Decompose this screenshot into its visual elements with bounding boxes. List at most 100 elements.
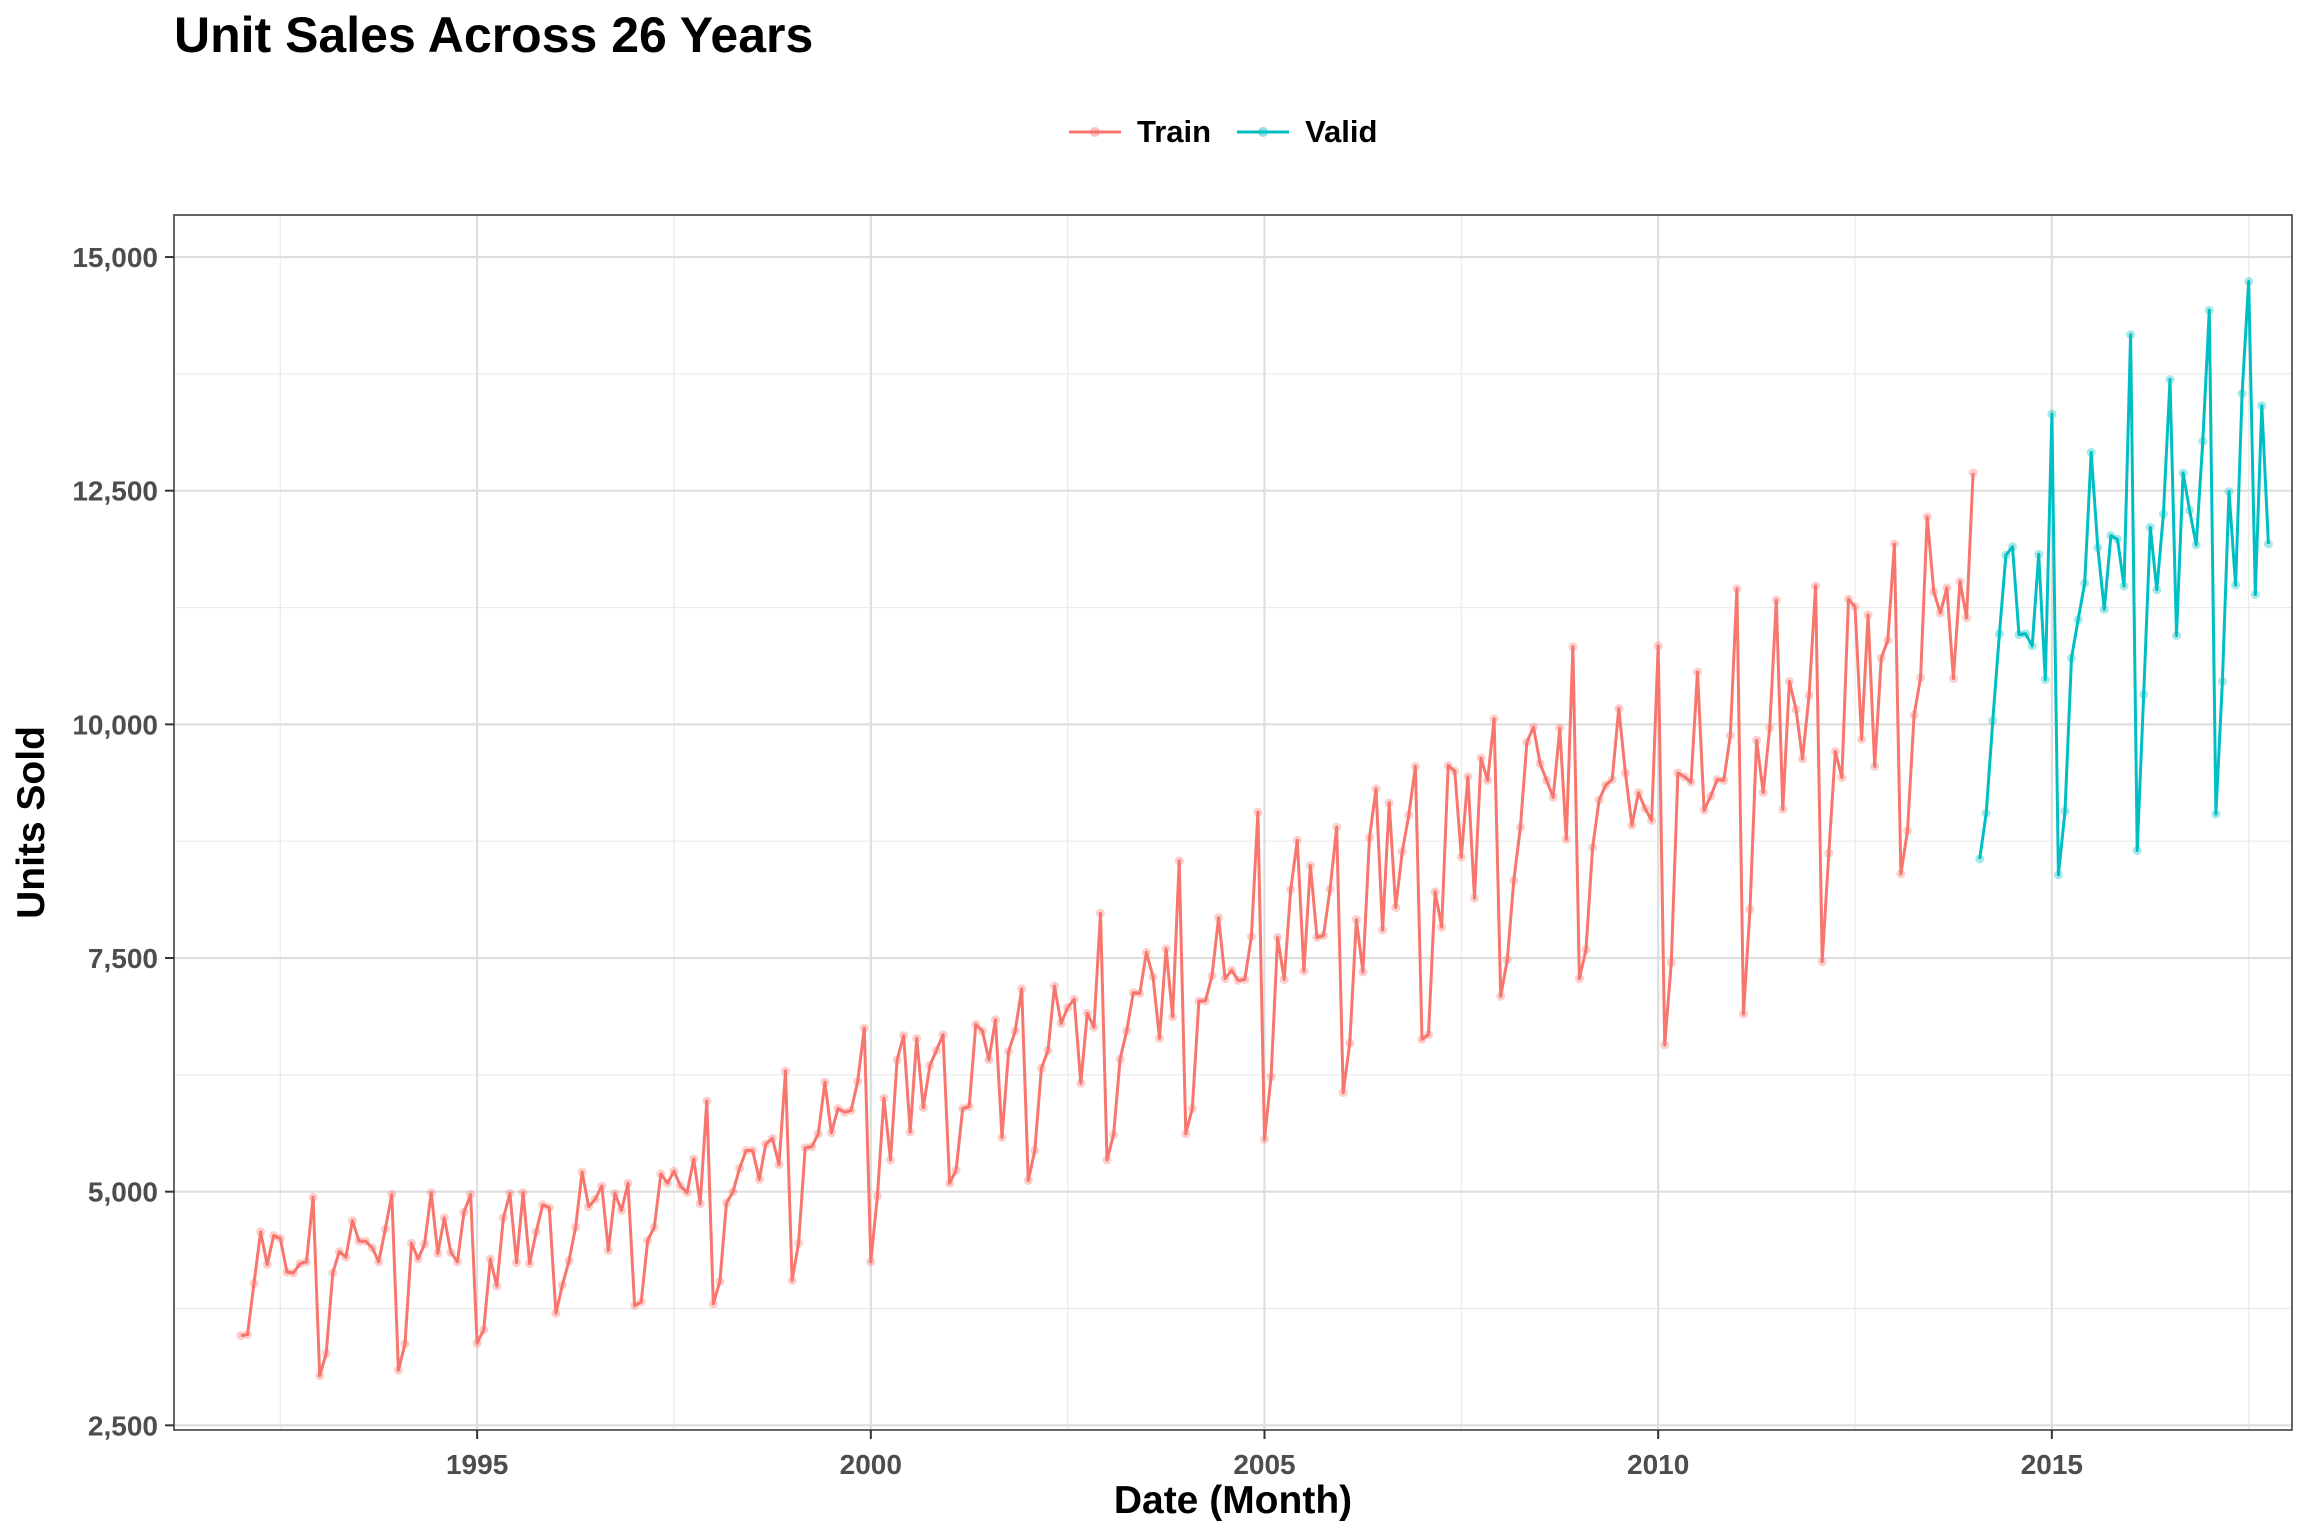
data-point-train — [1253, 807, 1263, 817]
data-point-train — [1200, 996, 1210, 1006]
data-point-train — [807, 1142, 817, 1152]
data-point-train — [1109, 1130, 1119, 1140]
data-point-train — [892, 1055, 902, 1065]
data-point-train — [538, 1200, 548, 1210]
data-point-train — [1699, 805, 1709, 815]
data-point-train — [1417, 1034, 1427, 1044]
data-point-train — [859, 1023, 869, 1033]
data-point-valid — [2053, 870, 2063, 880]
data-point-valid — [2139, 690, 2149, 699]
data-point-train — [1850, 602, 1860, 612]
data-point-train — [853, 1076, 863, 1086]
data-point-train — [407, 1238, 416, 1248]
data-point-valid — [1975, 854, 1985, 864]
data-point-train — [1870, 761, 1880, 771]
data-point-train — [1148, 972, 1158, 982]
data-point-train — [236, 1331, 246, 1341]
data-point-train — [1837, 773, 1847, 783]
data-point-train — [826, 1128, 836, 1138]
data-point-valid — [2158, 509, 2168, 519]
data-point-valid — [2172, 631, 2181, 641]
legend-label-valid: Valid — [1305, 114, 1378, 149]
data-point-train — [1476, 753, 1486, 763]
data-point-train — [1509, 875, 1519, 885]
data-point-train — [925, 1061, 935, 1070]
data-point-train — [1023, 1176, 1033, 1185]
data-point-train — [1102, 1155, 1112, 1165]
data-point-train — [1135, 989, 1145, 998]
data-point-train — [269, 1231, 279, 1241]
data-point-train — [938, 1030, 948, 1040]
data-point-train — [1824, 848, 1834, 858]
data-point-train — [1351, 915, 1361, 925]
data-point-train — [1883, 635, 1893, 645]
data-point-train — [1430, 887, 1440, 897]
data-point-train — [282, 1267, 292, 1277]
data-point-train — [308, 1192, 318, 1202]
data-point-train — [866, 1257, 876, 1267]
data-point-train — [328, 1268, 338, 1278]
data-point-train — [380, 1224, 390, 1234]
data-point-train — [544, 1203, 554, 1213]
data-point-train — [479, 1325, 489, 1335]
data-point-train — [564, 1256, 574, 1266]
data-point-train — [1739, 1009, 1748, 1019]
data-point-valid — [2244, 276, 2254, 286]
data-point-train — [525, 1259, 535, 1269]
data-point-valid — [2191, 540, 2201, 550]
data-point-train — [1096, 908, 1105, 918]
data-point-train — [603, 1246, 613, 1256]
data-point-train — [912, 1033, 922, 1043]
data-point-train — [623, 1178, 633, 1188]
data-point-train — [1181, 1129, 1191, 1139]
data-point-valid — [2152, 585, 2162, 595]
data-point-train — [1076, 1078, 1086, 1088]
data-point-valid — [2073, 615, 2083, 625]
data-point-train — [1089, 1022, 1099, 1032]
data-point-train — [702, 1096, 712, 1106]
panel-border — [173, 214, 2293, 1431]
data-point-train — [1305, 861, 1315, 870]
data-point-train — [964, 1102, 974, 1112]
data-point-train — [1844, 594, 1853, 604]
data-point-train — [1935, 608, 1945, 618]
data-point-train — [1515, 822, 1525, 832]
data-point-train — [1168, 1012, 1178, 1022]
data-point-train — [1522, 737, 1532, 747]
data-point-train — [400, 1339, 410, 1349]
data-point-valid — [2185, 505, 2195, 515]
data-point-train — [1948, 674, 1958, 684]
data-point-train — [1450, 766, 1460, 776]
data-point-train — [1456, 852, 1466, 862]
data-point-train — [288, 1268, 298, 1278]
series-line-valid — [1978, 279, 2270, 877]
data-point-train — [1555, 723, 1565, 733]
data-point-train — [275, 1233, 285, 1243]
data-point-train — [1187, 1104, 1197, 1113]
data-point-train — [1561, 834, 1571, 844]
data-point-train — [1601, 780, 1611, 790]
data-point-train — [557, 1280, 567, 1290]
data-point-train — [886, 1155, 895, 1165]
x-tick-label: 1995 — [446, 1449, 508, 1480]
data-point-train — [1470, 893, 1479, 903]
data-point-valid — [2126, 330, 2136, 340]
data-point-train — [984, 1055, 994, 1065]
data-point-train — [820, 1077, 830, 1087]
data-point-train — [1548, 792, 1558, 802]
data-point-train — [393, 1365, 403, 1375]
data-point-valid — [2099, 604, 2109, 614]
data-point-train — [899, 1031, 909, 1041]
data-point-train — [1174, 856, 1184, 866]
data-point-train — [367, 1243, 377, 1253]
data-point-train — [1614, 704, 1624, 713]
data-point-train — [1725, 731, 1735, 741]
data-point-train — [813, 1129, 823, 1139]
data-point-train — [452, 1257, 462, 1267]
data-point-train — [1338, 1088, 1348, 1098]
data-point-train — [505, 1189, 515, 1198]
data-point-train — [302, 1257, 311, 1267]
x-axis-title: Date (Month) — [1114, 1479, 1352, 1522]
data-point-train — [518, 1188, 528, 1198]
data-point-train — [1036, 1063, 1046, 1073]
